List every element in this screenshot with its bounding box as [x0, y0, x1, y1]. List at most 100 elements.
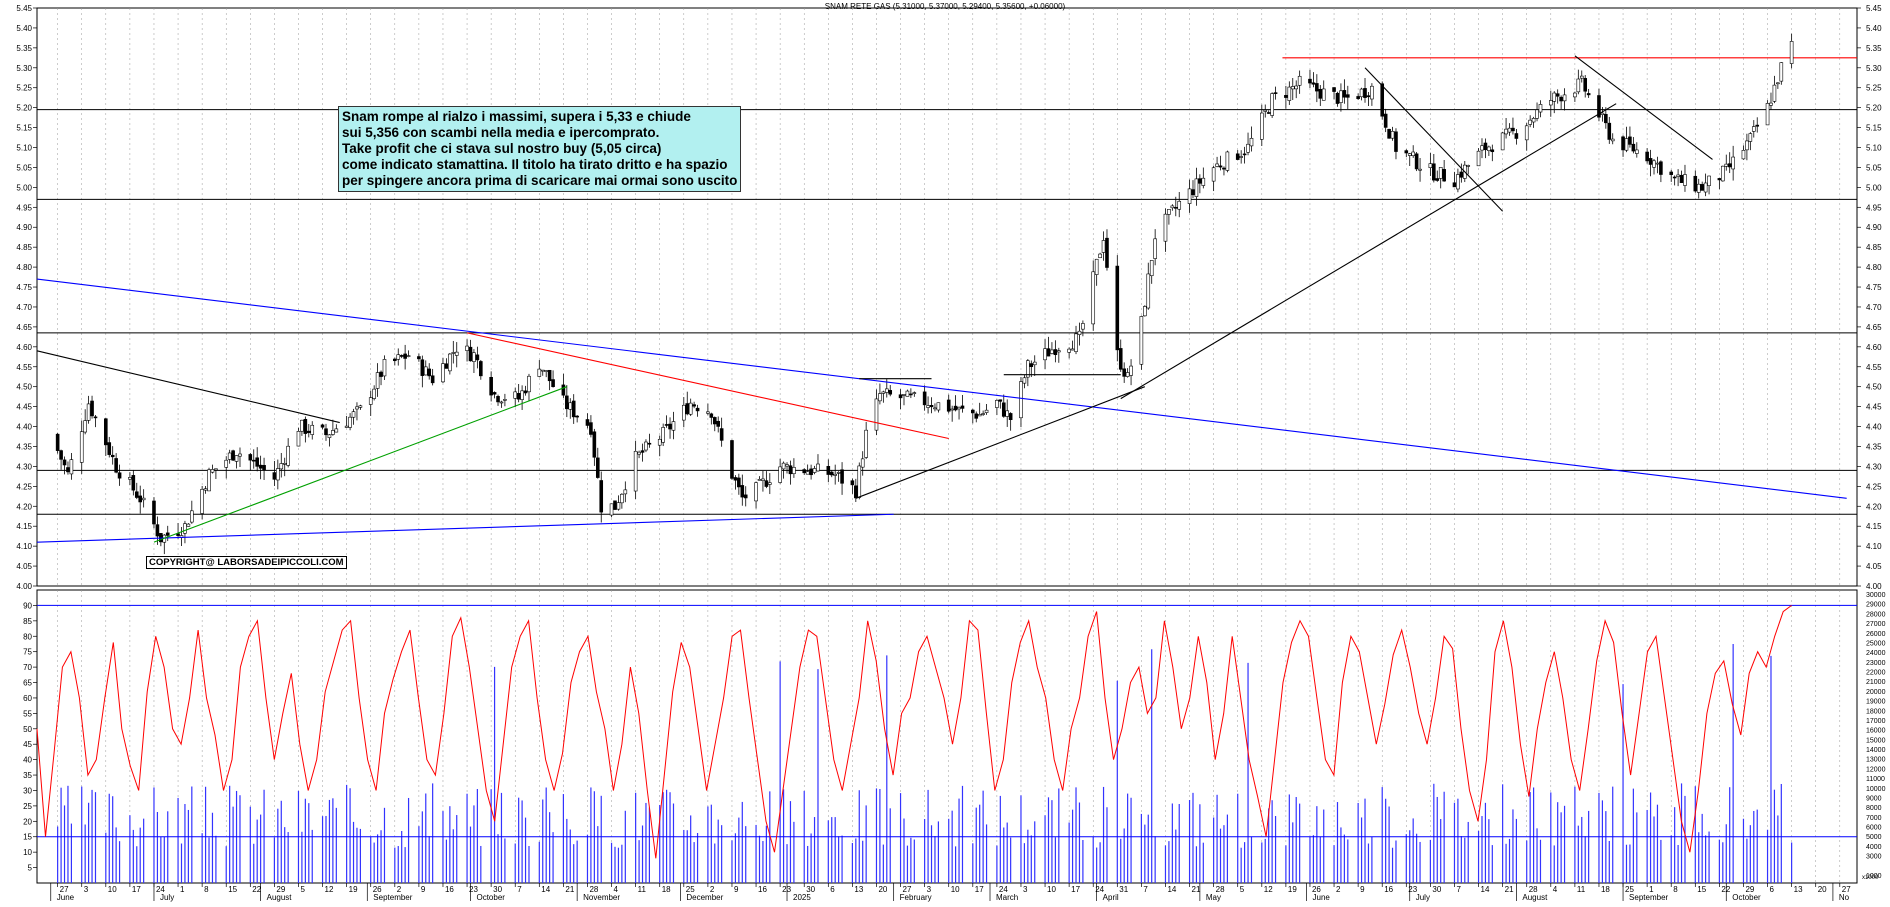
candle-body	[1198, 178, 1202, 184]
volume-tick-label: 10000	[1866, 786, 1886, 793]
x-day-label: 13	[854, 885, 863, 894]
y-tick-label-right: 4.45	[1866, 403, 1882, 412]
y-tick-label-left: 4.60	[16, 343, 32, 352]
x-day-label: 1	[180, 885, 185, 894]
x-day-label: 21	[1505, 885, 1514, 894]
candle-body	[1745, 140, 1749, 151]
trendline-blue	[36, 278, 1847, 499]
candle-body	[657, 438, 662, 446]
x-day-label: 12	[325, 885, 334, 894]
candle-body	[850, 480, 855, 486]
candle-body	[1652, 160, 1656, 168]
candle-body	[1531, 118, 1536, 123]
x-day-label: 7	[1143, 885, 1148, 894]
x-day-label: 14	[541, 885, 550, 894]
candle-body	[1318, 88, 1323, 99]
candle-body	[451, 352, 456, 354]
candle-body	[1538, 104, 1543, 113]
candle-body	[1696, 183, 1701, 193]
candle-body	[878, 393, 882, 402]
candle-body	[1242, 153, 1247, 156]
x-day-label: 23	[469, 885, 478, 894]
candle-body	[1081, 323, 1085, 330]
candle-body	[134, 491, 139, 498]
candle-body	[1438, 167, 1443, 179]
candle-body	[668, 423, 672, 430]
candle-body	[444, 363, 449, 369]
x-month-label: July	[160, 893, 174, 902]
candle-body	[1411, 151, 1415, 157]
candle-body	[1043, 348, 1047, 361]
indicator-tick-label: 85	[23, 617, 32, 626]
candle-body	[637, 451, 641, 455]
x-day-label: 4	[614, 885, 619, 894]
candle-body	[1524, 125, 1529, 141]
annotation-line: sui 5,356 con scambi nella media e iperc…	[342, 125, 660, 140]
candle-body	[1026, 360, 1030, 378]
candle-body	[1659, 161, 1663, 175]
candle-body	[1635, 149, 1639, 154]
candle-body	[888, 390, 893, 395]
x-day-label: 17	[132, 885, 141, 894]
x-day-label: 3	[927, 885, 932, 894]
candle-body	[1273, 92, 1278, 94]
candle-body	[1731, 156, 1735, 170]
y-tick-label-left: 4.70	[16, 303, 32, 312]
price-panel-frame	[36, 7, 1858, 587]
indicator-tick-label: 65	[23, 679, 32, 688]
candle-body	[379, 371, 383, 377]
candle-body	[399, 355, 404, 357]
x-day-label: 4	[1553, 885, 1558, 894]
candle-body	[1490, 149, 1495, 153]
candle-body	[1772, 84, 1777, 102]
candle-body	[1094, 258, 1099, 275]
candle-body	[420, 359, 425, 376]
candle-body	[1332, 87, 1336, 92]
y-tick-label-right: 5.35	[1866, 44, 1882, 53]
candle-body	[733, 477, 738, 481]
candle-body	[792, 467, 796, 475]
candle-body	[258, 464, 263, 469]
y-tick-label-left: 4.50	[16, 383, 32, 392]
candle-body	[231, 450, 235, 461]
candle-body	[1122, 368, 1126, 377]
x-day-label: 16	[445, 885, 454, 894]
candle-body	[1263, 109, 1268, 112]
candle-body	[1672, 176, 1677, 179]
candle-body	[1211, 167, 1216, 182]
y-tick-label-right: 4.20	[1866, 502, 1882, 511]
y-tick-label-left: 4.35	[16, 442, 32, 451]
candle-body	[757, 479, 762, 481]
x-month-label: November	[583, 893, 620, 902]
candle-body	[276, 468, 280, 481]
candle-body	[1129, 365, 1133, 376]
candle-body	[430, 375, 435, 384]
x-day-label: 2	[710, 885, 715, 894]
candle-body	[465, 345, 469, 351]
candle-body	[1555, 93, 1560, 97]
candle-body	[1346, 94, 1350, 98]
candle-body	[1105, 237, 1109, 268]
candle-body	[1717, 178, 1722, 181]
y-tick-label-right: 5.05	[1866, 163, 1882, 172]
candle-body	[351, 411, 356, 418]
candle-body	[454, 351, 459, 356]
candle-body	[977, 414, 982, 417]
y-tick-label-left: 4.55	[16, 363, 32, 372]
candle-body	[1143, 306, 1147, 317]
candle-body	[1032, 361, 1037, 366]
x-day-label: 25	[686, 885, 695, 894]
x-day-label: 24	[156, 885, 165, 894]
volume-tick-label: 4000	[1866, 844, 1882, 851]
candle-body	[953, 405, 958, 411]
candle-body	[520, 390, 524, 400]
candle-body	[492, 392, 497, 395]
candle-body	[1284, 95, 1288, 98]
candle-body	[200, 488, 204, 514]
candle-body	[833, 473, 837, 476]
candle-body	[785, 464, 789, 467]
x-month-label: No	[1839, 893, 1850, 902]
y-tick-label-left: 4.95	[16, 203, 32, 212]
candle-body	[1222, 167, 1226, 170]
